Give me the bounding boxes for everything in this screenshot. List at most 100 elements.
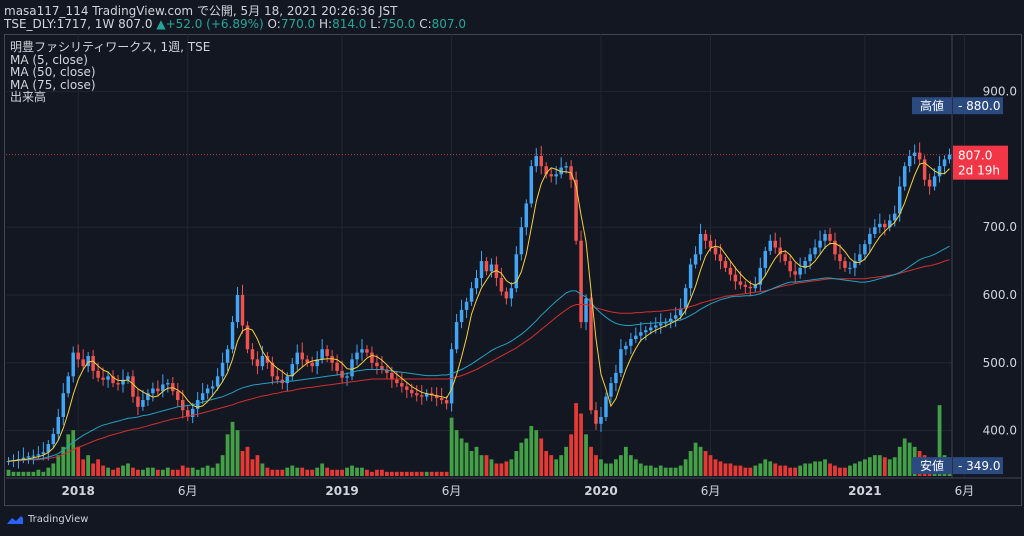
volume-bar (116, 467, 120, 476)
candle-body (619, 349, 623, 373)
volume-bar (245, 446, 250, 476)
volume-bar (534, 430, 539, 476)
candle-body (639, 332, 643, 336)
volume-bar (867, 457, 872, 476)
candle-body (375, 362, 379, 367)
volume-bar (723, 463, 728, 476)
legend-volume[interactable]: 出来高 (10, 90, 47, 104)
volume-bar (469, 451, 474, 476)
candle-body (688, 264, 693, 289)
volume-bar (121, 465, 125, 476)
candle-body (708, 240, 713, 248)
symbol-label[interactable]: TSE_DLY:1717, 1W (4, 17, 115, 31)
candle-body (922, 159, 927, 180)
legend-ma75[interactable]: MA (75, close) (10, 77, 96, 92)
tradingview-brand: TradingView (28, 514, 89, 525)
candle-body (385, 369, 389, 373)
volume-bar (848, 465, 852, 476)
candle-body (469, 288, 474, 302)
candle-body (360, 349, 364, 353)
candle-body (181, 400, 185, 411)
volume-bar (474, 446, 479, 476)
candle-body (439, 398, 444, 401)
volume-bar (728, 463, 733, 476)
volume-bar (61, 446, 66, 476)
volume-bar (758, 463, 763, 476)
candle-body (449, 349, 454, 404)
candle-body (395, 379, 399, 384)
candle-body (589, 298, 593, 411)
candle-body (225, 349, 230, 363)
candle-body (405, 386, 409, 390)
legend-ma5[interactable]: MA (5, close) (10, 52, 88, 67)
volume-bar (320, 463, 325, 476)
volume-bar (424, 471, 429, 476)
candle-body (459, 309, 464, 323)
volume-bar (514, 451, 519, 476)
volume-bar (862, 459, 867, 476)
volume-bar (6, 469, 11, 476)
candle-body (325, 349, 329, 356)
countdown-timer: 2d 19h (958, 164, 1000, 178)
candle-body (808, 254, 812, 262)
candle-body (932, 176, 937, 187)
y-tick-label: 600.0 (983, 288, 1017, 302)
volume-bar (325, 467, 330, 476)
candle-body (888, 220, 892, 228)
legend-ma50[interactable]: MA (50, close) (10, 65, 96, 79)
volume-bar (439, 471, 444, 476)
x-tick-label: 6月 (442, 484, 462, 498)
candle-body (878, 223, 882, 228)
volume-bar (768, 461, 773, 476)
volume-bar (225, 434, 230, 476)
candle-body (683, 288, 688, 309)
volume-bar (419, 471, 424, 476)
legend-title[interactable]: 明豊ファシリティワークス, 1週, TSE (10, 40, 211, 54)
x-tick-label: 6月 (955, 484, 975, 498)
candle-body (599, 416, 603, 424)
candle-body (315, 359, 319, 367)
candle-body (66, 376, 70, 394)
volume-bar (190, 467, 195, 476)
candle-body (907, 156, 912, 167)
volume-bar (638, 463, 643, 476)
volume-bar (315, 467, 320, 476)
low-tag-box (912, 457, 952, 475)
candle-body (400, 383, 404, 387)
volume-bar (205, 465, 210, 476)
volume-bar (106, 467, 110, 476)
candle-body (121, 379, 125, 385)
candle-body (305, 359, 309, 363)
candle-body (255, 359, 260, 367)
candle-body (559, 167, 563, 175)
volume-bar (798, 465, 803, 476)
volume-bar (305, 469, 310, 476)
candle-body (649, 327, 653, 331)
volume-bar (733, 465, 738, 476)
candle-body (151, 388, 155, 394)
tradingview-logo[interactable]: TradingView (6, 514, 88, 525)
candle-body (250, 349, 255, 360)
ma50-line (8, 245, 950, 462)
candle-body (424, 393, 429, 397)
candle-body (828, 233, 832, 241)
candle-body (778, 247, 782, 255)
price-change: +52.0 (+6.89%) (165, 17, 264, 31)
candle-body (464, 301, 469, 310)
candle-body (230, 322, 235, 350)
candle-body (126, 376, 130, 380)
candle-body (863, 244, 867, 255)
x-tick-label: 2020 (584, 484, 617, 498)
candle-body (873, 227, 877, 234)
volume-bar (11, 471, 16, 476)
candle-body (853, 261, 857, 268)
volume-bar (648, 465, 653, 476)
volume-bar (579, 413, 583, 476)
candle-body (300, 352, 304, 360)
volume-bar (380, 469, 384, 476)
candle-body (290, 364, 295, 377)
candle-body (723, 261, 728, 268)
candle-body (365, 349, 369, 353)
volume-bar (594, 455, 598, 476)
